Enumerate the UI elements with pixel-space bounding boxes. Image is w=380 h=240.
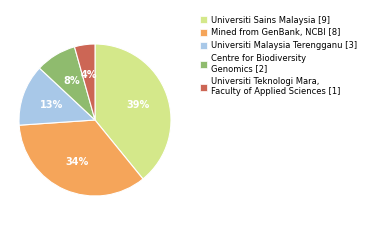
- Wedge shape: [74, 44, 95, 120]
- Wedge shape: [95, 44, 171, 179]
- Text: 4%: 4%: [81, 70, 97, 80]
- Text: 13%: 13%: [40, 100, 64, 110]
- Wedge shape: [19, 120, 143, 196]
- Wedge shape: [40, 47, 95, 120]
- Text: 39%: 39%: [126, 100, 150, 110]
- Text: 34%: 34%: [65, 157, 89, 167]
- Legend: Universiti Sains Malaysia [9], Mined from GenBank, NCBI [8], Universiti Malaysia: Universiti Sains Malaysia [9], Mined fro…: [198, 14, 359, 98]
- Wedge shape: [19, 68, 95, 125]
- Text: 8%: 8%: [63, 76, 80, 86]
